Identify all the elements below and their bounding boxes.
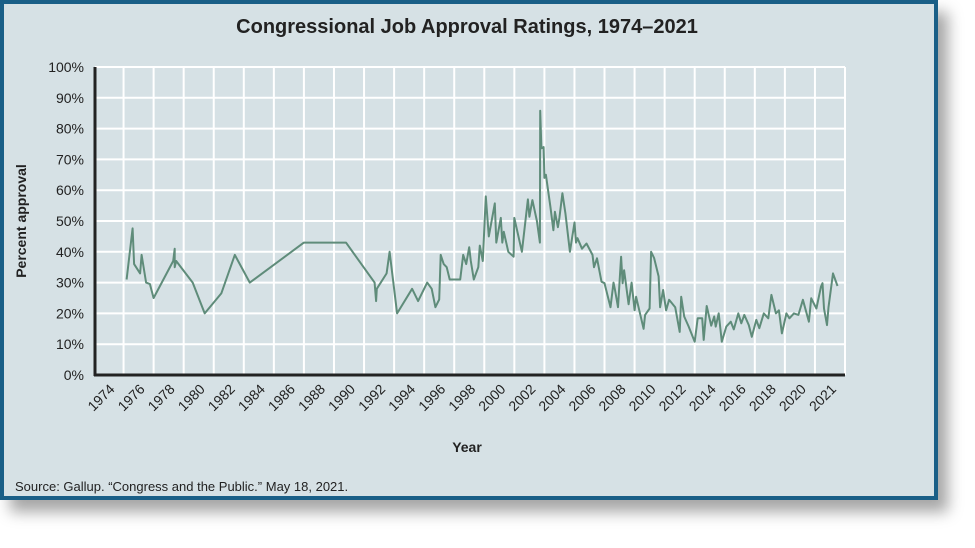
x-tick-label: 2008 [595,381,628,414]
x-tick-label: 1992 [355,381,388,414]
x-tick-label: 1982 [205,381,238,414]
x-tick-label: 2018 [746,381,779,414]
x-tick-label: 2020 [776,381,809,414]
series-lines [125,109,839,343]
x-tick-label: 2010 [625,381,658,414]
x-tick-label: 1998 [445,381,478,414]
x-tick-label: 2012 [655,381,688,414]
approval-line [125,109,839,343]
x-tick-label: 1976 [114,381,147,414]
y-tick-label: 50% [56,213,84,229]
y-axis-title: Percent approval [13,164,29,278]
y-tick-label: 10% [56,336,84,352]
x-tick-label: 1994 [385,381,418,414]
x-tick-label: 1988 [295,381,328,414]
x-tick-label: 2000 [475,381,508,414]
grid [95,66,846,375]
x-tick-label: 2014 [686,381,719,414]
x-axis-title: Year [452,439,482,455]
chart-title: Congressional Job Approval Ratings, 1974… [236,16,698,38]
y-tick-label: 90% [56,90,84,106]
y-tick-label: 100% [48,59,84,75]
y-tick-label: 40% [56,244,84,260]
y-tick-labels: 0% 10% 20% 30% 40% 50% 60% 70% 80% 90% 100% [48,59,84,383]
y-tick-label: 70% [56,151,84,167]
source-note: Source: Gallup. “Congress and the Public… [15,479,348,494]
y-tick-label: 80% [56,121,84,137]
x-tick-label: 1974 [84,381,117,414]
x-tick-label: 1978 [144,381,177,414]
y-tick-label: 0% [64,367,84,383]
x-tick-label: 2006 [565,381,598,414]
y-tick-label: 20% [56,305,84,321]
x-tick-label: 1984 [235,381,268,414]
x-tick-label: 1996 [415,381,448,414]
y-tick-label: 30% [56,275,84,291]
x-tick-label: 2016 [716,381,749,414]
x-tick-label: 2004 [535,381,568,414]
y-tick-label: 60% [56,182,84,198]
x-tick-label: 2021 [806,381,839,414]
x-tick-label: 2002 [505,381,538,414]
x-tick-label: 1986 [265,381,298,414]
x-tick-label: 1990 [325,381,358,414]
x-tick-label: 1980 [175,381,208,414]
x-tick-labels: 1974197619781980198219841986198819901992… [84,381,839,414]
